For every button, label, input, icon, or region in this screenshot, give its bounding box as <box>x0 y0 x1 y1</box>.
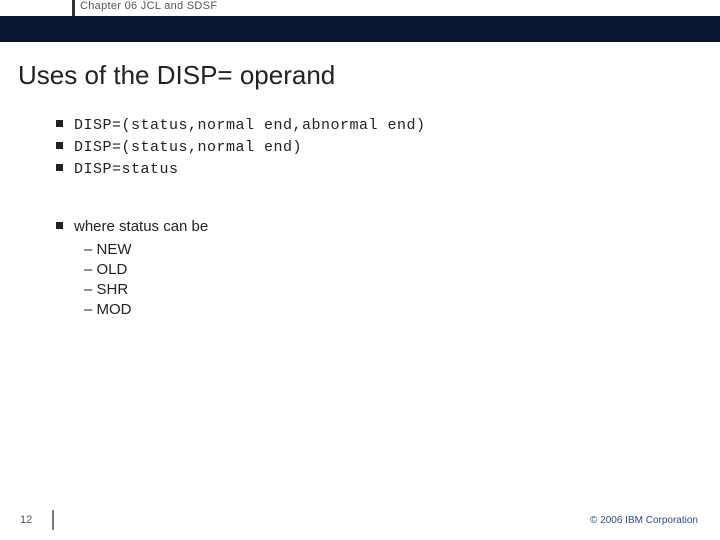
slide: Chapter 06 JCL and SDSF Uses of the DISP… <box>0 0 720 540</box>
sub-section: where status can be – NEW – OLD – SHR – … <box>56 218 690 318</box>
dash-prefix: – <box>84 281 97 298</box>
footer: 12 © 2006 IBM Corporation <box>0 506 720 526</box>
list-item: – SHR <box>84 281 690 298</box>
list-item: – OLD <box>84 261 690 278</box>
code-text: DISP=(status,normal end,abnormal end) <box>74 117 426 134</box>
list-item: DISP=status <box>56 160 690 178</box>
header-chapter: Chapter 06 JCL and SDSF <box>80 0 217 12</box>
dash-prefix: – <box>84 301 97 318</box>
list-item: DISP=(status,normal end) <box>56 138 690 156</box>
sub-heading: where status can be <box>56 218 690 235</box>
list-item: – MOD <box>84 301 690 318</box>
list-item: DISP=(status,normal end,abnormal end) <box>56 116 690 134</box>
page-number: 12 <box>20 514 32 526</box>
header-bar <box>0 16 720 42</box>
page-title: Uses of the DISP= operand <box>18 60 335 91</box>
footer-divider <box>52 510 54 530</box>
status-value: MOD <box>97 301 132 318</box>
status-value: OLD <box>97 261 128 278</box>
dash-prefix: – <box>84 261 97 278</box>
code-text: DISP=(status,normal end) <box>74 139 302 156</box>
content-body: DISP=(status,normal end,abnormal end) DI… <box>56 110 690 321</box>
code-text: DISP=status <box>74 161 179 178</box>
dash-prefix: – <box>84 241 97 258</box>
header: Chapter 06 JCL and SDSF <box>0 0 720 42</box>
footer-copyright: © 2006 IBM Corporation <box>590 515 698 526</box>
bullet-list: DISP=(status,normal end,abnormal end) DI… <box>56 116 690 178</box>
status-value: SHR <box>97 281 129 298</box>
status-value: NEW <box>97 241 132 258</box>
sub-list: – NEW – OLD – SHR – MOD <box>84 241 690 318</box>
list-item: – NEW <box>84 241 690 258</box>
